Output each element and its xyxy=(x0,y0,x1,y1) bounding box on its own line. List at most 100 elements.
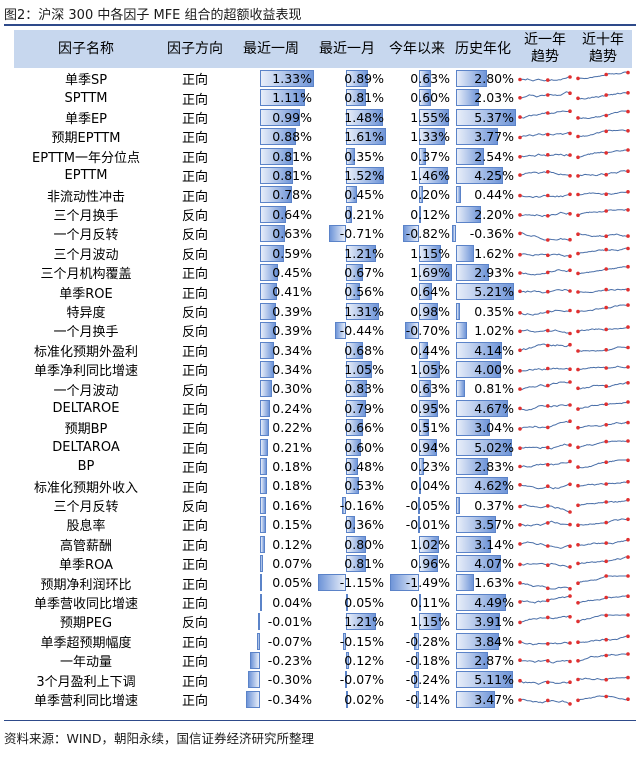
trend-marker xyxy=(546,132,550,137)
trend-marker xyxy=(568,402,572,407)
value-month: -0.44% xyxy=(339,323,384,339)
value-annual: 0.81% xyxy=(474,381,514,397)
trend-marker xyxy=(568,565,572,569)
cell-annual: 3.47% xyxy=(452,690,516,708)
cell-month: 0.79% xyxy=(318,399,386,417)
trend-line xyxy=(577,345,629,352)
bar-annual xyxy=(456,380,466,398)
cell-week: 0.15% xyxy=(246,516,314,534)
trend-marker xyxy=(568,482,572,487)
trend-marker xyxy=(576,232,580,237)
cell-week: -0.07% xyxy=(246,632,314,650)
trend-marker xyxy=(604,288,608,292)
value-ytd: -0.05% xyxy=(405,497,450,513)
cell-ytd: 0.04% xyxy=(390,477,452,495)
table-row: 单季SP 正向 1.33% 0.89% 0.63% 2.80% xyxy=(14,69,632,88)
value-month: 0.81% xyxy=(344,90,384,106)
trend-marker xyxy=(576,698,580,702)
value-week: 0.34% xyxy=(272,342,312,358)
trend-marker xyxy=(604,637,608,642)
factor-name: 单季营收同比增速 xyxy=(33,596,138,612)
cell-ytd: -0.05% xyxy=(390,496,452,514)
trend-marker xyxy=(604,678,608,682)
cell-month: 0.02% xyxy=(318,690,386,708)
value-week: 0.05% xyxy=(272,575,312,591)
trend-line xyxy=(577,289,629,294)
trend-line xyxy=(519,484,571,490)
bar-annual xyxy=(456,89,479,107)
trend-line xyxy=(519,698,571,705)
bar-annual xyxy=(456,574,475,592)
trend-10y-sparkline xyxy=(576,555,630,566)
trend-line xyxy=(577,518,628,526)
bar-ytd xyxy=(419,167,448,184)
trend-marker xyxy=(576,523,580,528)
value-annual: 3.91% xyxy=(474,614,514,630)
trend-marker xyxy=(576,96,580,101)
trend-10y-sparkline xyxy=(576,264,630,276)
cell-month: 0.12% xyxy=(318,652,386,669)
bar-month xyxy=(346,690,349,708)
factor-direction: 正向 xyxy=(181,150,208,166)
cell-month: 1.31% xyxy=(318,302,386,320)
trend-marker xyxy=(568,380,572,385)
cell-month: 0.45% xyxy=(318,186,386,204)
value-ytd: 0.96% xyxy=(410,556,450,571)
cell-week: 0.45% xyxy=(246,264,314,281)
bar-week xyxy=(259,399,270,417)
bar-month xyxy=(346,186,358,204)
bar-week xyxy=(259,186,292,204)
value-annual: 4.67% xyxy=(474,400,514,416)
factor-direction: 正向 xyxy=(181,635,208,651)
trend-marker xyxy=(518,173,522,177)
trend-line xyxy=(519,329,571,335)
value-ytd: 0.11% xyxy=(410,594,450,610)
trend-marker xyxy=(568,543,572,548)
trend-marker xyxy=(568,640,572,645)
trend-marker xyxy=(626,594,630,598)
bar-month xyxy=(346,302,379,320)
trend-1y-sparkline xyxy=(518,482,572,490)
factor-name: BP xyxy=(77,459,95,475)
cell-ytd: 0.12% xyxy=(390,205,452,223)
trend-1y-sparkline xyxy=(518,639,572,646)
trend-marker xyxy=(546,309,550,314)
trend-line xyxy=(577,191,629,196)
table-row: EPTTM 正向 0.81% 1.52% 1.46% 4.25% xyxy=(14,166,632,185)
cell-month: 0.48% xyxy=(318,458,386,475)
value-month: 1.52% xyxy=(344,168,384,183)
trend-marker xyxy=(604,423,608,427)
trend-line xyxy=(577,695,629,701)
bar-annual xyxy=(456,458,488,475)
trend-marker xyxy=(576,76,580,81)
trend-10y-sparkline xyxy=(576,480,630,488)
value-week: 0.07% xyxy=(272,556,312,571)
trend-10y-sparkline xyxy=(576,91,630,101)
trend-marker xyxy=(604,347,608,352)
trend-marker xyxy=(626,652,630,656)
trend-10y-sparkline xyxy=(576,420,630,430)
bar-annual xyxy=(456,167,504,184)
value-annual: 3.47% xyxy=(474,691,514,707)
cell-ytd: -0.24% xyxy=(390,671,452,689)
bar-ytd xyxy=(419,380,432,398)
trend-1y-sparkline xyxy=(518,459,572,469)
bar-month xyxy=(346,380,367,398)
trend-marker xyxy=(604,460,608,464)
factor-name: DELTAROA xyxy=(52,439,120,455)
table-row: SPTTM 正向 1.11% 0.81% 0.60% 2.03% xyxy=(14,88,632,108)
trend-line xyxy=(577,556,629,565)
chart-title: 图2：沪深 300 中各因子 MFE 组合的超额收益表现 xyxy=(4,8,302,23)
cell-month: 0.81% xyxy=(318,89,386,107)
trend-marker xyxy=(604,150,608,155)
cell-month: 0.35% xyxy=(318,147,386,165)
cell-month: -0.16% xyxy=(318,496,386,514)
value-ytd: -0.14% xyxy=(405,691,450,707)
trend-1y-sparkline xyxy=(518,289,572,294)
trend-1y-sparkline xyxy=(518,503,572,514)
factor-name: EPTTM一年分位点 xyxy=(32,150,140,166)
trend-marker xyxy=(626,438,630,443)
trend-10y-sparkline xyxy=(576,207,630,217)
value-annual: 3.77% xyxy=(474,129,514,145)
factor-name: 单季SP xyxy=(64,73,108,89)
